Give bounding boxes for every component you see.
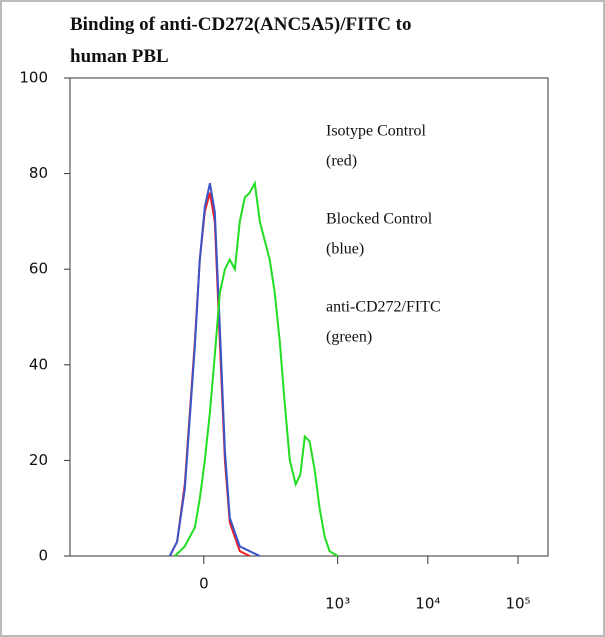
chart-title: Binding of anti-CD272(ANC5A5)/FITC to: [70, 14, 412, 35]
series-line: [174, 179, 339, 557]
annotation: (green): [326, 329, 372, 346]
y-tick-label: 80: [29, 164, 48, 182]
annotation: anti-CD272/FITC: [326, 299, 441, 316]
x-tick-label: 10³: [325, 595, 350, 613]
annotation: (red): [326, 153, 357, 170]
annotation: Blocked Control: [326, 211, 433, 228]
x-tick-label: 10⁵: [505, 595, 530, 613]
y-tick-label: 0: [38, 547, 48, 565]
x-tick-label: 10⁴: [415, 595, 440, 613]
annotation: (blue): [326, 241, 364, 258]
series-line: [168, 182, 261, 557]
annotation: Isotype Control: [326, 123, 427, 140]
y-tick-label: 60: [29, 260, 48, 278]
y-tick-label: 40: [29, 355, 48, 373]
plot-frame: [69, 77, 549, 557]
x-tick-label: 0: [199, 575, 209, 593]
y-tick-label: 20: [29, 451, 48, 469]
chart-title: human PBL: [70, 46, 169, 67]
y-tick-label: 100: [19, 69, 48, 87]
